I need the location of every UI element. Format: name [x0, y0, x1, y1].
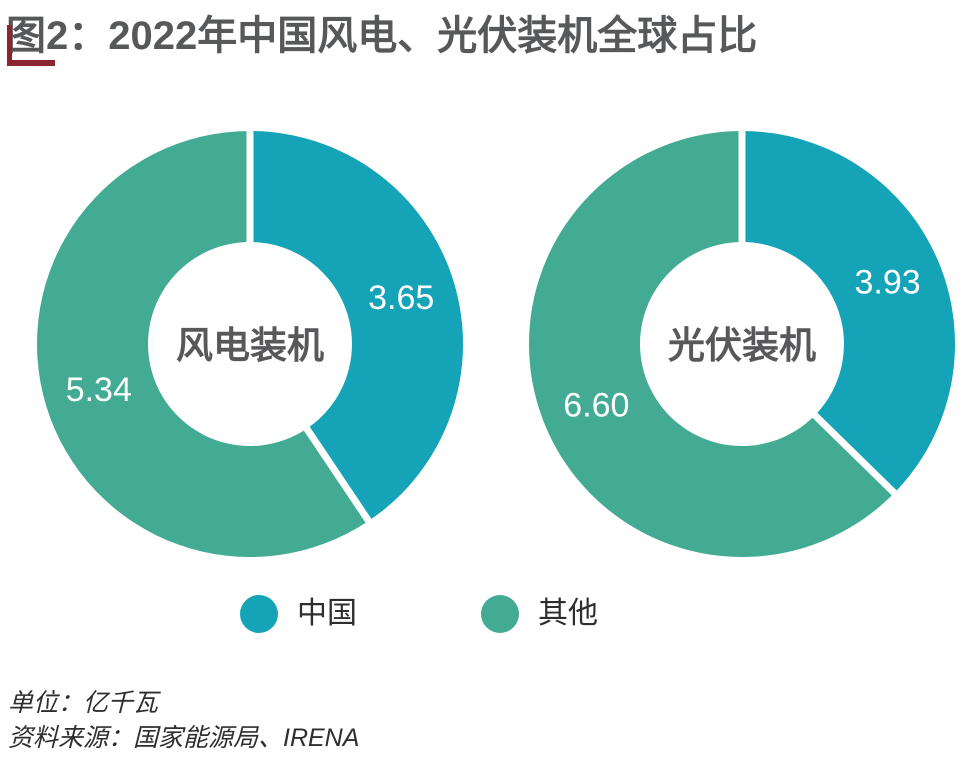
slice-value-label: 5.34	[66, 371, 132, 409]
slice-separator	[808, 408, 902, 500]
donut-center-label-wind: 风电装机	[176, 324, 324, 366]
donut-svg-solar: 3.93 6.60	[529, 130, 956, 557]
legend-dot-other-icon	[481, 595, 519, 633]
slice-value-label: 6.60	[563, 386, 629, 424]
donut-svg-wind: 3.65 5.34	[37, 130, 464, 557]
unit-note: 单位：亿千瓦	[8, 689, 159, 717]
source-note: 资料来源：国家能源局、IRENA	[8, 724, 360, 752]
title-red-accent-vertical	[7, 25, 12, 66]
slice-separator	[300, 421, 375, 528]
slice-value-label: 3.93	[855, 264, 921, 302]
donut-slice-china	[742, 131, 956, 493]
legend-item-other: 其他	[481, 594, 598, 634]
donut-chart-wind: 3.65 5.34 风电装机	[36, 130, 464, 558]
donut-center-label-solar: 光伏装机	[668, 324, 816, 366]
legend-item-china: 中国	[240, 594, 357, 634]
donut-chart-solar: 3.93 6.60 光伏装机	[528, 130, 956, 558]
donut-slice-other	[37, 131, 369, 557]
title-red-accent-horizontal	[7, 60, 55, 66]
legend-label-china: 中国	[297, 597, 357, 630]
donut-slice-china	[250, 131, 464, 521]
slice-value-label: 3.65	[368, 279, 434, 317]
figure-title: 图2：2022年中国风电、光伏装机全球占比	[6, 14, 758, 58]
legend-dot-china-icon	[240, 595, 278, 633]
footer-notes: 单位：亿千瓦 资料来源：国家能源局、IRENA	[8, 686, 359, 756]
donut-slice-other	[529, 131, 895, 557]
legend-label-other: 其他	[538, 597, 598, 630]
